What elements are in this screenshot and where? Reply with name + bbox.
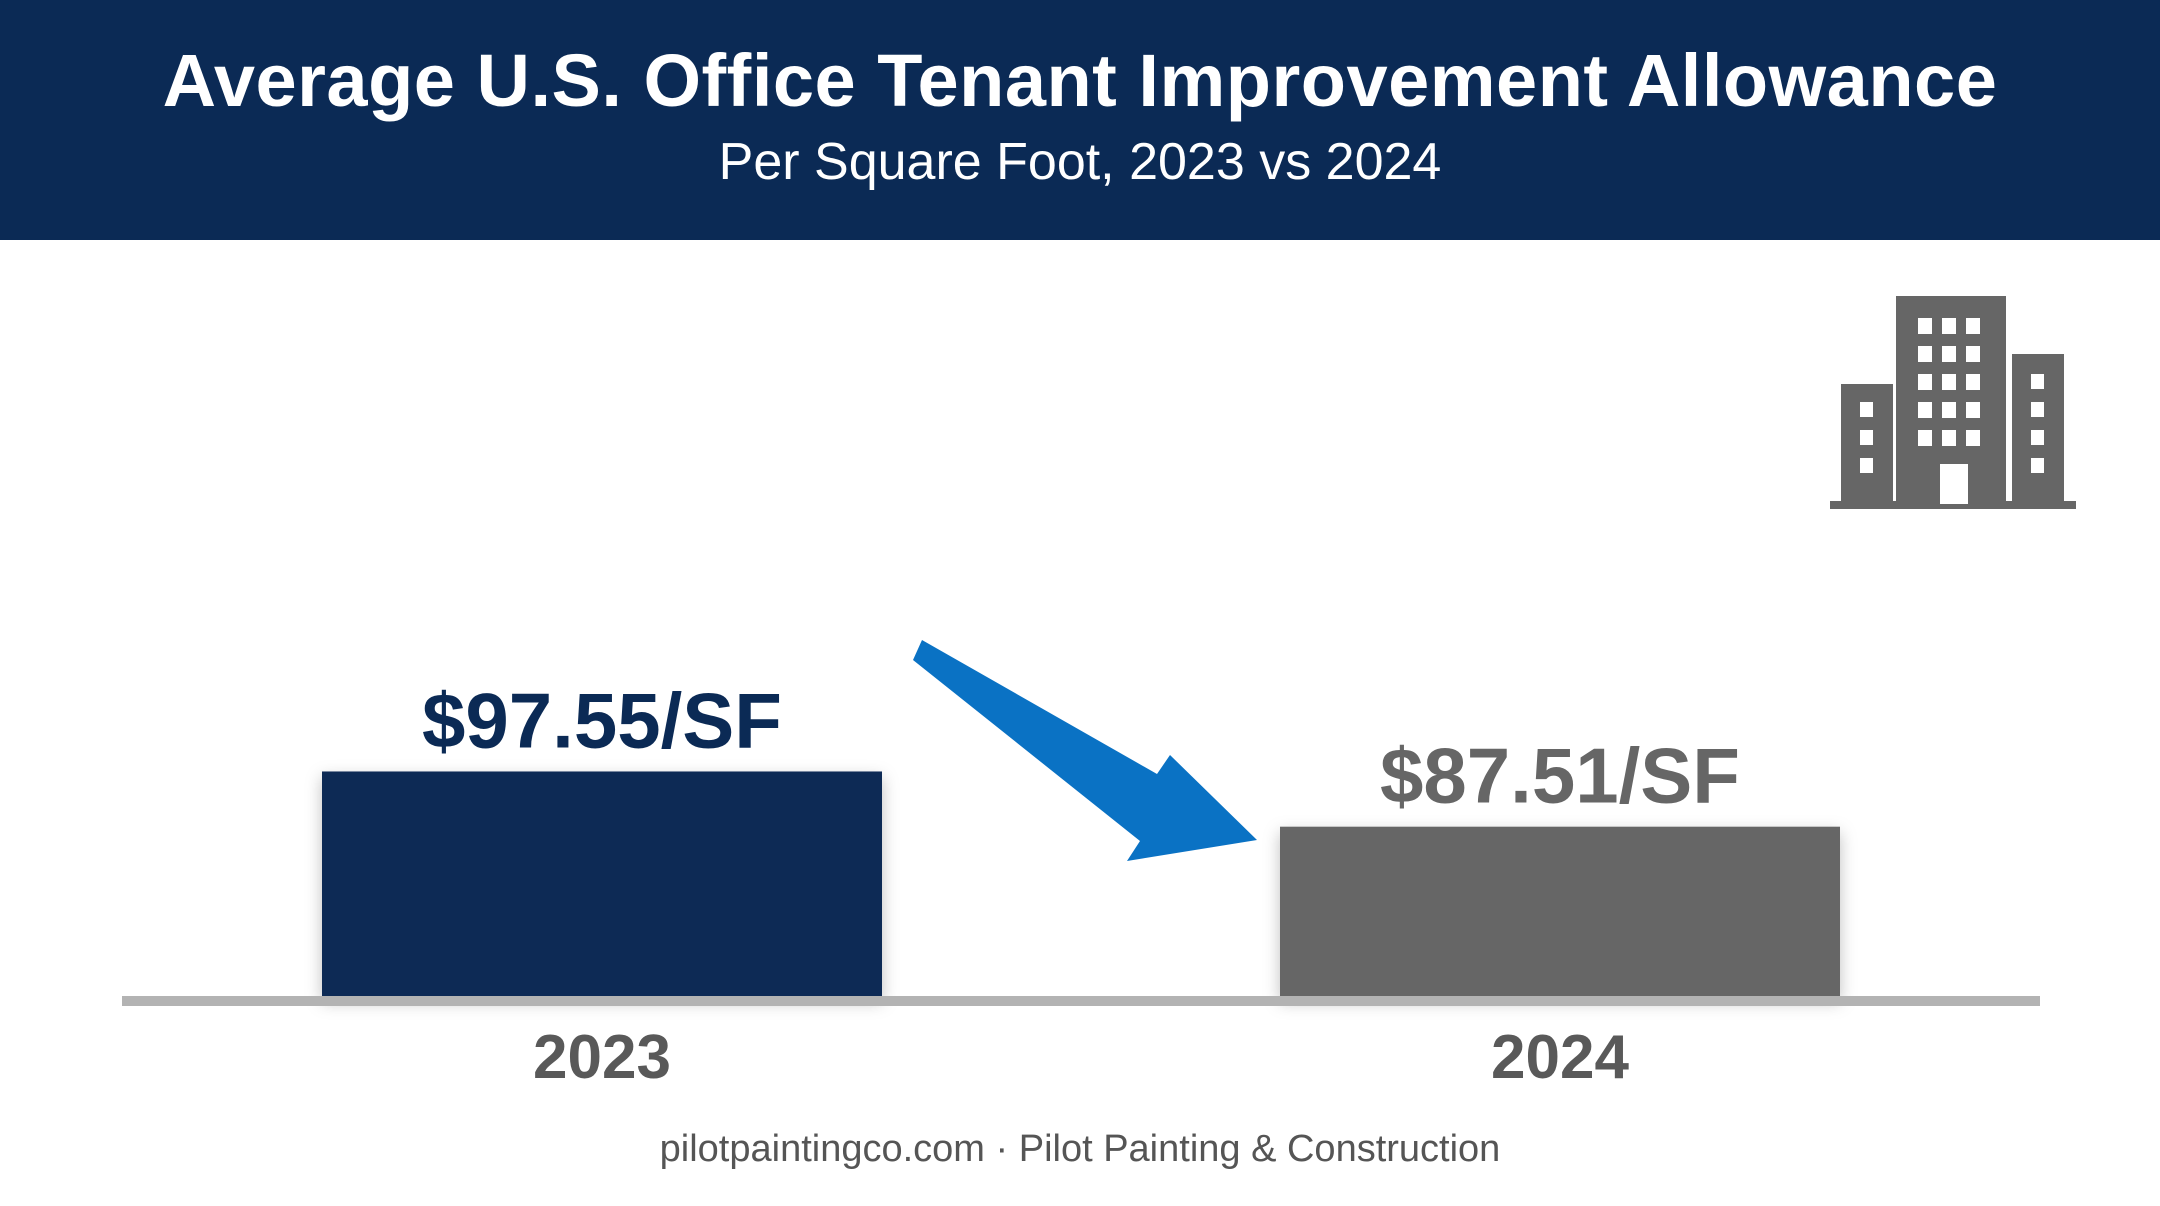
title-banner: Average U.S. Office Tenant Improvement A… xyxy=(0,0,2160,240)
source-credit: pilotpaintingco.com · Pilot Painting & C… xyxy=(659,1128,1501,1170)
chart-title: Average U.S. Office Tenant Improvement A… xyxy=(162,39,1998,122)
chart-subtitle: Per Square Foot, 2023 vs 2024 xyxy=(718,133,1442,191)
down-arrow-icon xyxy=(913,640,1257,861)
value-label-2024: $87.51/SF xyxy=(1380,732,1740,820)
bars-layer xyxy=(322,771,1840,996)
labels-layer: $97.55/SF 2023 $87.51/SF 2024 xyxy=(422,676,1740,1092)
x-tick-label-2024: 2024 xyxy=(1491,1023,1629,1092)
bar-chart: $97.55/SF 2023 $87.51/SF 2024 xyxy=(122,296,2076,1092)
office-building-icon xyxy=(1830,296,2076,509)
bar-2023 xyxy=(322,771,882,996)
x-tick-label-2023: 2023 xyxy=(533,1023,671,1092)
value-label-2023: $97.55/SF xyxy=(422,676,782,764)
bar-2024 xyxy=(1280,826,1840,996)
